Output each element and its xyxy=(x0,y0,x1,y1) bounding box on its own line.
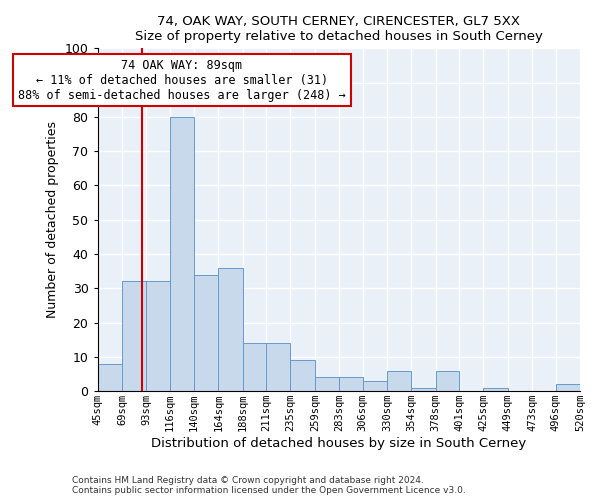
Bar xyxy=(362,381,387,391)
Bar xyxy=(436,370,459,391)
Bar xyxy=(170,117,194,391)
Bar xyxy=(339,378,362,391)
Y-axis label: Number of detached properties: Number of detached properties xyxy=(46,121,59,318)
X-axis label: Distribution of detached houses by size in South Cerney: Distribution of detached houses by size … xyxy=(151,437,526,450)
Text: Contains HM Land Registry data © Crown copyright and database right 2024.
Contai: Contains HM Land Registry data © Crown c… xyxy=(72,476,466,495)
Text: 74 OAK WAY: 89sqm
← 11% of detached houses are smaller (31)
88% of semi-detached: 74 OAK WAY: 89sqm ← 11% of detached hous… xyxy=(18,58,346,102)
Bar xyxy=(218,268,243,391)
Bar xyxy=(194,274,218,391)
Bar xyxy=(266,343,290,391)
Bar xyxy=(243,343,266,391)
Bar xyxy=(484,388,508,391)
Bar xyxy=(97,364,122,391)
Bar xyxy=(122,282,146,391)
Bar xyxy=(556,384,580,391)
Bar xyxy=(412,388,436,391)
Bar xyxy=(315,378,339,391)
Bar xyxy=(387,370,412,391)
Bar xyxy=(290,360,315,391)
Bar xyxy=(146,282,170,391)
Title: 74, OAK WAY, SOUTH CERNEY, CIRENCESTER, GL7 5XX
Size of property relative to det: 74, OAK WAY, SOUTH CERNEY, CIRENCESTER, … xyxy=(135,15,542,43)
